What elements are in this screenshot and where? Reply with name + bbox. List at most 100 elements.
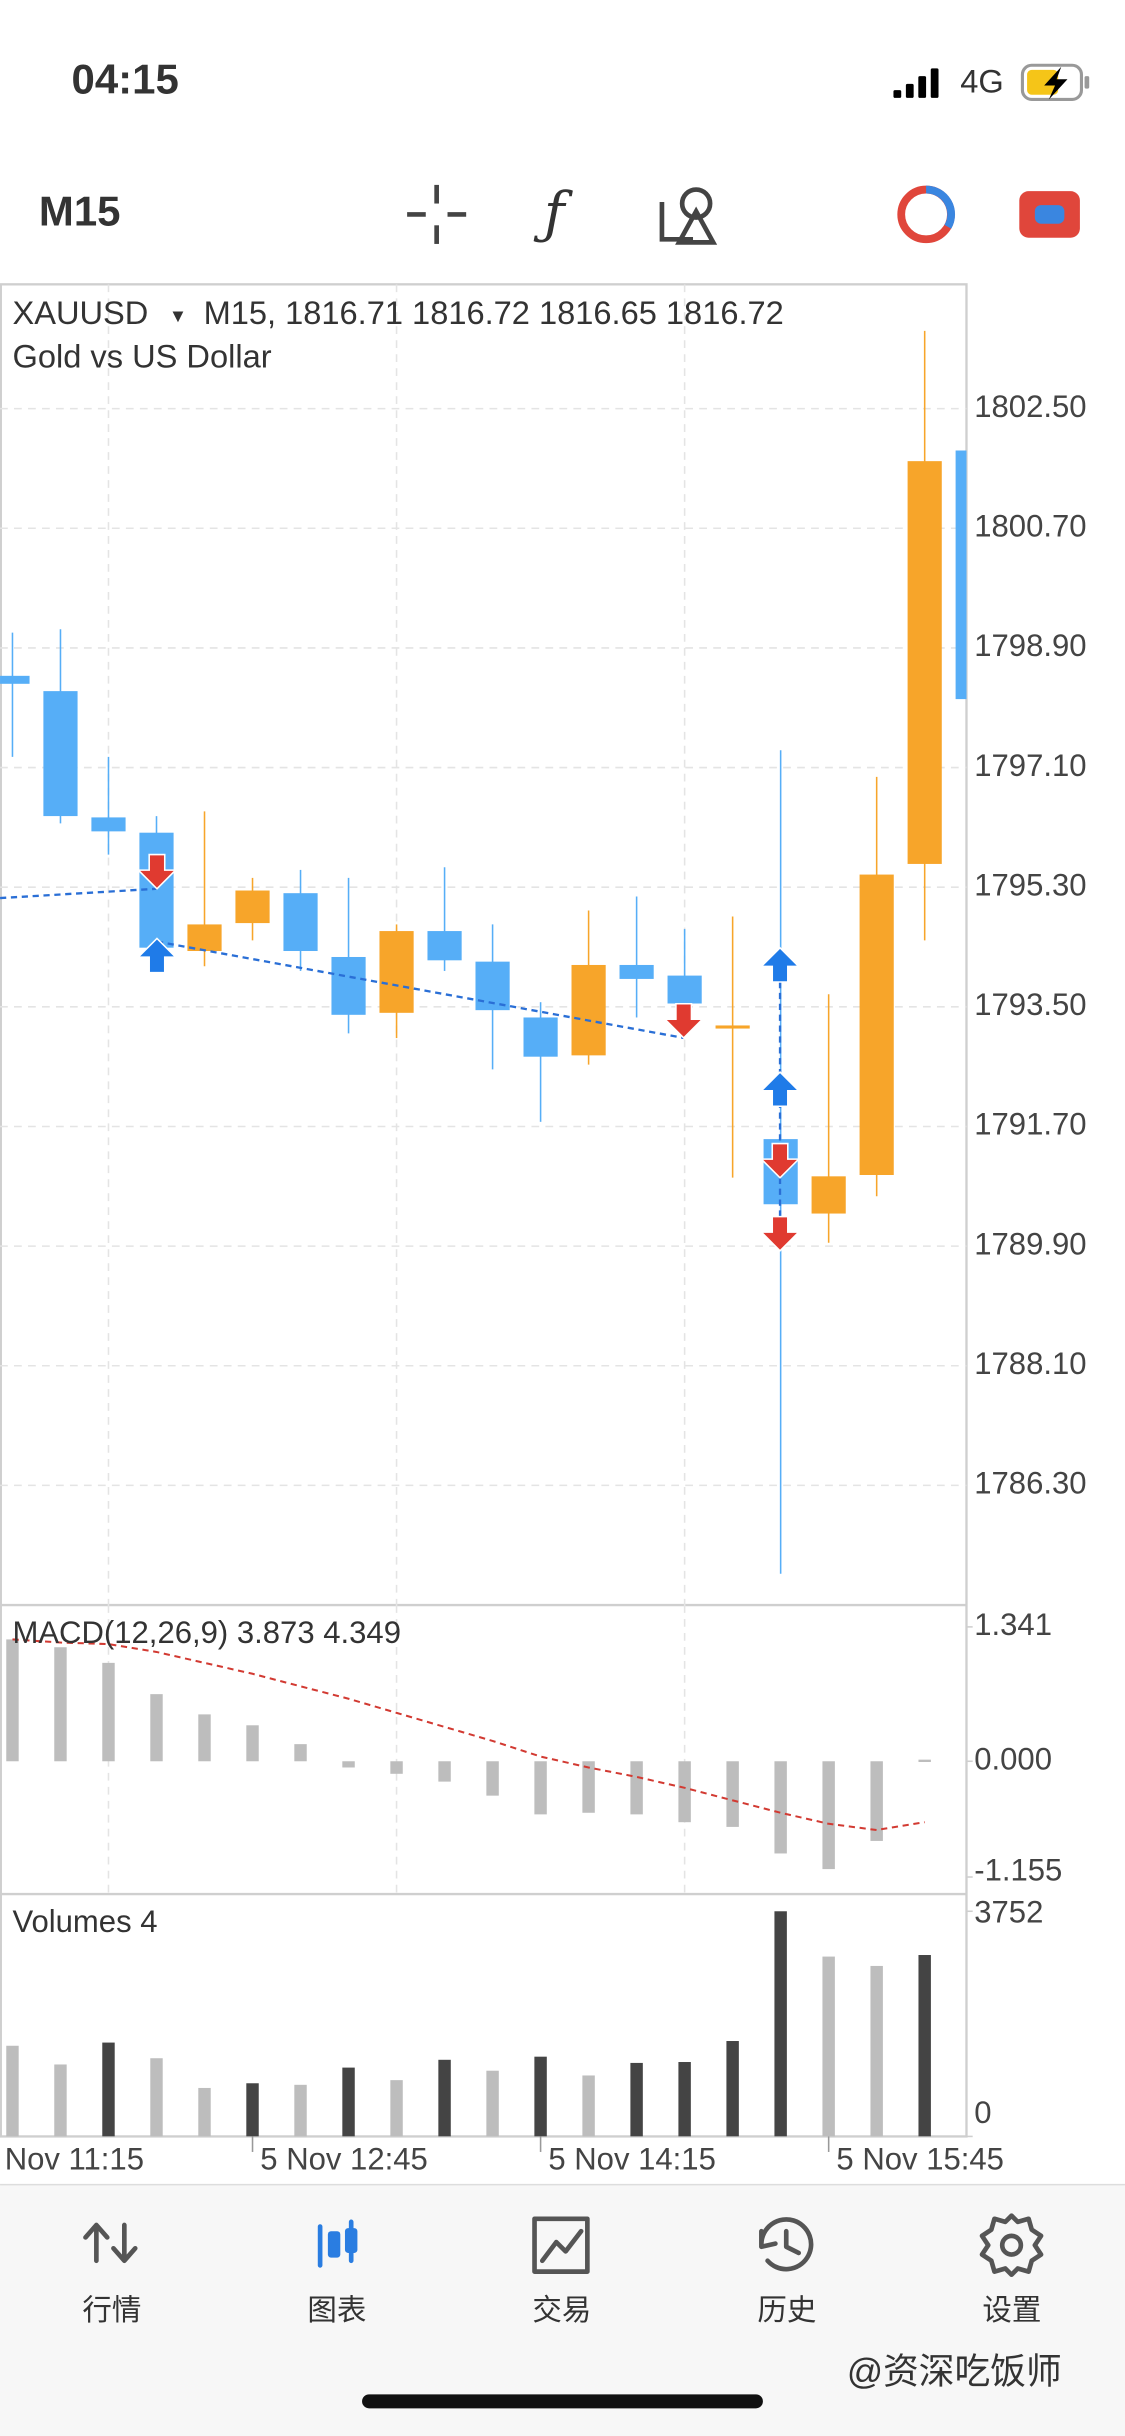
macd-bar bbox=[774, 1761, 787, 1854]
macd-bar bbox=[342, 1761, 355, 1768]
sell-arrow bbox=[759, 1215, 801, 1252]
symbol-menu[interactable]: ▾ bbox=[173, 303, 184, 328]
candle-body bbox=[0, 675, 30, 684]
candle-body bbox=[427, 931, 462, 961]
x-tick-label: 5 Nov 14:15 bbox=[548, 2141, 716, 2176]
y-tick-label: 1797.10 bbox=[974, 748, 1086, 783]
volume-bar bbox=[390, 2080, 403, 2137]
macd-title: MACD(12,26,9) 3.873 4.349 bbox=[12, 1615, 401, 1650]
symbol-label[interactable]: XAUUSD bbox=[12, 294, 148, 331]
tab-button[interactable]: 历史 bbox=[757, 2217, 816, 2327]
tab-icon bbox=[532, 2216, 590, 2274]
buy-arrow bbox=[759, 1071, 801, 1108]
tab-button[interactable]: 设置 bbox=[979, 2213, 1044, 2327]
trade-line bbox=[0, 887, 158, 900]
y-tick-label: 1791.70 bbox=[974, 1107, 1086, 1142]
macd-bar bbox=[630, 1761, 643, 1815]
candle-body bbox=[331, 956, 366, 1015]
quote-info: M15, 1816.71 1816.72 1816.65 1816.72 bbox=[204, 294, 784, 331]
home-indicator bbox=[362, 2394, 763, 2409]
y-tick-label: 1795.30 bbox=[974, 867, 1086, 902]
tab-label: 历史 bbox=[757, 2294, 816, 2327]
candle-body bbox=[283, 893, 318, 952]
macd-bar bbox=[582, 1761, 595, 1813]
y-tick-label: 3752 bbox=[974, 1894, 1043, 1929]
sell-arrow bbox=[759, 1142, 801, 1179]
y-tick-label: 1786.30 bbox=[974, 1466, 1086, 1501]
crosshair-button[interactable] bbox=[407, 184, 467, 244]
volume-bar bbox=[150, 2058, 163, 2137]
macd-bar bbox=[198, 1714, 211, 1762]
tab-label: 设置 bbox=[982, 2294, 1041, 2327]
volume-bar bbox=[534, 2056, 547, 2137]
volume-bar bbox=[198, 2087, 211, 2137]
y-tick-label: 1788.10 bbox=[974, 1346, 1086, 1381]
volume-title: Volumes 4 bbox=[12, 1904, 157, 1939]
macd-signal-line bbox=[12, 1638, 925, 1832]
candle-body bbox=[955, 450, 967, 700]
volume-bar bbox=[870, 1965, 883, 2137]
volume-bar bbox=[774, 1911, 787, 2137]
tab-icon bbox=[344, 2228, 358, 2253]
macd-bar bbox=[246, 1725, 259, 1762]
chart-frame bbox=[0, 283, 968, 2138]
volume-bar bbox=[102, 2042, 115, 2137]
symbol-description: Gold vs US Dollar bbox=[12, 338, 271, 375]
tab-icon bbox=[327, 2231, 341, 2258]
timeframe-button[interactable]: M15 bbox=[39, 187, 121, 234]
one-click-trading-button[interactable] bbox=[897, 185, 956, 244]
y-tick-label: 1.341 bbox=[974, 1607, 1052, 1642]
macd-bar bbox=[726, 1761, 739, 1827]
macd-bar bbox=[870, 1761, 883, 1841]
tab-label: 图表 bbox=[307, 2294, 366, 2327]
status-time: 04:15 bbox=[72, 55, 179, 102]
macd-bar bbox=[678, 1761, 691, 1823]
volume-bar bbox=[246, 2083, 259, 2137]
candle-body bbox=[91, 817, 126, 832]
macd-bar bbox=[534, 1761, 547, 1815]
volume-bar bbox=[6, 2045, 19, 2137]
candle-body bbox=[907, 461, 942, 864]
candle-body bbox=[619, 964, 654, 979]
battery-icon bbox=[1020, 63, 1090, 101]
y-tick-label: 0 bbox=[974, 2095, 991, 2130]
x-tick-label: 5 Nov 15:45 bbox=[836, 2141, 1004, 2176]
volume-bar bbox=[630, 2062, 643, 2137]
indicators-button[interactable]: ƒ bbox=[533, 181, 573, 246]
volume-bar bbox=[342, 2067, 355, 2137]
watermark: @资深吃饭师 bbox=[847, 2352, 1062, 2392]
sell-arrow bbox=[136, 853, 178, 890]
candle-body bbox=[523, 1017, 558, 1057]
macd-bar bbox=[102, 1662, 115, 1762]
macd-bar bbox=[438, 1761, 451, 1782]
volume-bar bbox=[486, 2070, 499, 2137]
tab-icon bbox=[759, 2217, 814, 2272]
candle-body bbox=[571, 964, 606, 1056]
tab-button[interactable]: 交易 bbox=[532, 2216, 591, 2327]
buy-arrow bbox=[136, 937, 178, 974]
tab-label: 行情 bbox=[82, 2294, 141, 2327]
x-tick-label: 5 Nov 12:45 bbox=[260, 2141, 428, 2176]
y-tick-label: 1789.90 bbox=[974, 1226, 1086, 1261]
sell-arrow bbox=[663, 1002, 705, 1040]
trade-line bbox=[156, 940, 684, 1040]
macd-bar bbox=[390, 1761, 403, 1774]
tab-button[interactable]: 行情 bbox=[82, 2222, 141, 2327]
y-tick-label: 1802.50 bbox=[974, 389, 1086, 424]
trade-button[interactable] bbox=[1019, 191, 1080, 238]
y-tick-label: -1.155 bbox=[974, 1852, 1062, 1887]
network-label: 4G bbox=[960, 63, 1004, 100]
y-tick-label: 1800.70 bbox=[974, 508, 1086, 543]
objects-button[interactable] bbox=[659, 187, 718, 245]
signal-icon bbox=[893, 68, 939, 98]
volume-bar bbox=[54, 2064, 67, 2137]
macd-bar bbox=[918, 1759, 931, 1762]
candle-body bbox=[187, 924, 222, 952]
tab-button[interactable]: 图表 bbox=[307, 2219, 366, 2327]
tab-bar bbox=[0, 2184, 1125, 2436]
volume-bar bbox=[582, 2075, 595, 2137]
volume-bar bbox=[438, 2059, 451, 2137]
macd-bar bbox=[822, 1761, 835, 1870]
volume-bar bbox=[726, 2041, 739, 2137]
